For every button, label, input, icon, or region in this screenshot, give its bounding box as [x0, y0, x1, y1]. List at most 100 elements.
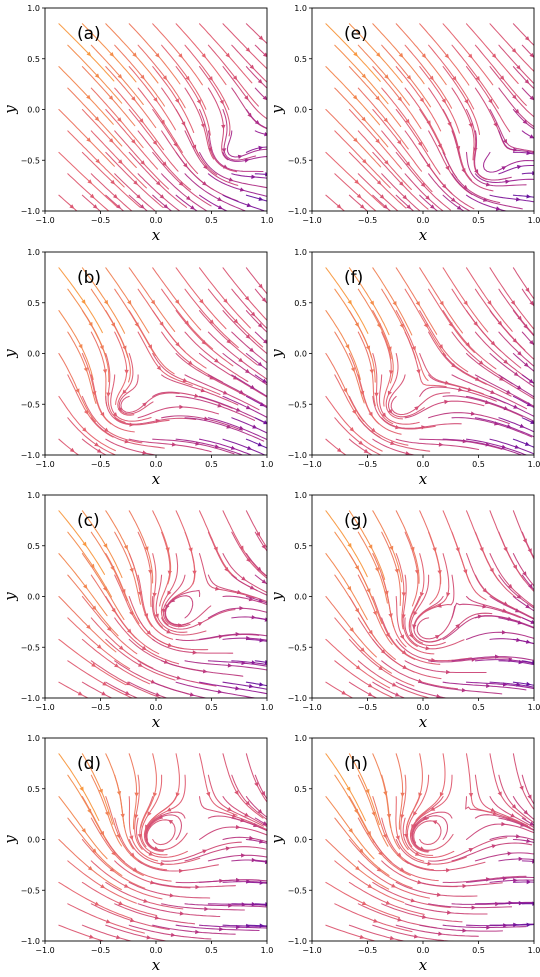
streamline-arrow: [397, 139, 402, 145]
streamline-arrow: [122, 345, 127, 351]
streamline-arrow: [148, 851, 154, 856]
streamline: [357, 531, 388, 604]
streamline-arrow: [417, 678, 423, 684]
y-tick-label: −1.0: [21, 694, 40, 703]
streamline: [395, 66, 442, 132]
streamline-arrow: [262, 95, 267, 101]
streamline: [81, 23, 137, 83]
streamline: [348, 595, 396, 660]
streamlines: [58, 510, 267, 698]
streamline: [465, 876, 534, 883]
streamline: [334, 44, 389, 105]
streamline: [105, 395, 170, 426]
streamline: [451, 417, 533, 438]
streamline-arrow: [251, 902, 257, 907]
streamline-arrow: [363, 448, 369, 454]
streamline-arrow: [102, 369, 108, 374]
streamline-arrow: [91, 848, 97, 854]
streamline: [58, 194, 78, 211]
streamline: [465, 267, 513, 332]
streamline: [58, 753, 100, 822]
streamline-arrow: [118, 901, 124, 906]
streamline: [128, 681, 169, 698]
streamline-arrow: [510, 300, 516, 306]
panel-c: −1.0−1.0 −0.5 −0.5 0.0 0.0 0.5 0.5 1.0 1.0 x y (c): [1, 491, 273, 731]
streamline: [419, 352, 484, 395]
streamline: [114, 860, 191, 889]
streamline-arrow: [468, 848, 474, 853]
streamline: [137, 406, 220, 419]
x-axis-label: x: [419, 470, 428, 488]
streamline-arrow: [162, 75, 168, 81]
streamline-arrow: [87, 866, 93, 871]
streamline: [498, 288, 534, 336]
streamline-arrow: [89, 193, 95, 199]
streamline-arrow: [160, 861, 166, 866]
streamline: [348, 638, 415, 687]
streamline: [419, 612, 493, 643]
streamline-arrow: [432, 547, 437, 553]
streamline: [155, 574, 188, 633]
streamline: [254, 860, 267, 863]
streamline-arrow: [91, 662, 97, 667]
streamline: [348, 924, 407, 941]
streamline-arrow: [410, 898, 416, 903]
streamline: [128, 553, 153, 627]
streamline-arrow: [199, 298, 204, 304]
streamline: [451, 842, 533, 862]
streamline: [231, 774, 267, 821]
streamline-arrow: [395, 425, 400, 430]
streamline: [395, 151, 451, 211]
streamline: [198, 796, 267, 831]
streamline: [81, 194, 101, 211]
streamline: [152, 108, 199, 175]
streamline: [184, 87, 215, 160]
x-tick-label: 0.5: [472, 946, 485, 955]
streamline: [521, 374, 534, 385]
streamline-arrow: [413, 811, 418, 817]
streamline: [128, 23, 181, 85]
streamline-arrow: [413, 610, 418, 616]
streamline: [411, 811, 453, 852]
streamline: [404, 44, 453, 109]
streamline: [128, 267, 176, 333]
streamline-arrow: [153, 97, 158, 103]
streamline: [184, 846, 267, 862]
streamline-arrow: [354, 179, 360, 185]
streamline: [325, 595, 377, 658]
x-tick-label: −0.5: [91, 460, 110, 469]
streamline: [357, 817, 411, 876]
streamline: [175, 510, 196, 585]
streamline: [105, 66, 157, 129]
y-axis-label: y: [268, 835, 286, 845]
streamline-arrow: [250, 384, 256, 390]
streamline-arrow: [501, 630, 507, 635]
streamline-arrow: [241, 576, 247, 581]
streamline-arrow: [427, 861, 433, 866]
streamline: [161, 415, 243, 431]
streamline: [428, 531, 441, 605]
streamline: [465, 823, 534, 841]
streamline: [334, 331, 365, 404]
streamline-arrow: [230, 445, 236, 450]
streamline-arrow: [264, 132, 267, 137]
streamline: [114, 574, 156, 642]
streamline: [442, 510, 471, 584]
streamline: [385, 352, 404, 420]
x-tick-label: 0.0: [150, 946, 163, 955]
y-tick-label: 1.0: [294, 248, 307, 257]
streamline-arrow: [235, 407, 241, 412]
streamline-arrow: [179, 404, 184, 410]
streamline-arrow: [514, 608, 520, 613]
streamline: [334, 860, 405, 904]
streamline-arrow: [163, 204, 169, 209]
streamline-arrow: [346, 786, 351, 792]
streamline-arrow: [497, 791, 502, 797]
streamline-arrow: [141, 645, 147, 651]
y-tick-label: −0.5: [21, 643, 40, 652]
streamline-arrow: [234, 790, 239, 796]
streamline-arrow: [526, 879, 532, 885]
streamline-arrow: [518, 856, 524, 862]
streamline-arrow: [384, 590, 389, 596]
streamline: [137, 860, 219, 872]
